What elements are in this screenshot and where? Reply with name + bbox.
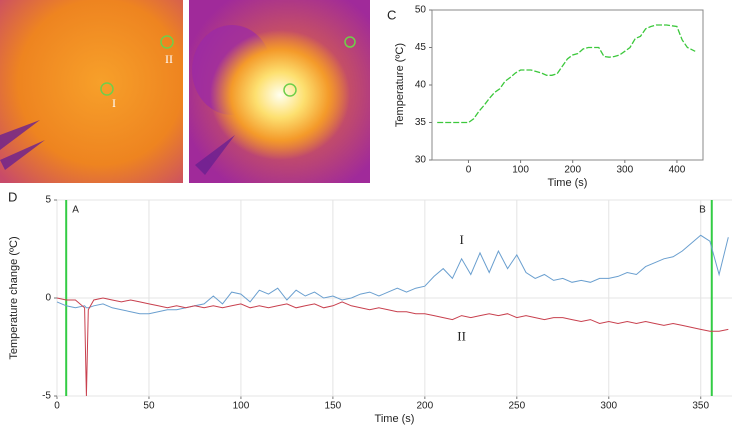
x-tick-label: 300	[600, 401, 617, 412]
thermal-image-1: I II	[0, 0, 183, 183]
y-tick-label: 45	[415, 42, 427, 53]
x-tick-label: 200	[564, 165, 581, 176]
data-line	[437, 24, 696, 124]
series-label: II	[457, 329, 466, 344]
x-tick-label: 0	[54, 401, 60, 412]
x-tick-label: 50	[143, 401, 155, 412]
plot-frame	[431, 9, 704, 161]
series-label: I	[459, 232, 463, 247]
point-label: II	[165, 52, 173, 66]
x-tick-label: 100	[233, 401, 250, 412]
x-tick-label: 100	[512, 165, 529, 176]
panel-label: C	[387, 7, 396, 22]
data-line	[56, 234, 729, 315]
y-tick-label: 50	[415, 5, 427, 16]
x-tick-label: 250	[508, 401, 525, 412]
data-line	[56, 297, 729, 397]
y-axis-label: Temperature (ºC)	[394, 43, 406, 127]
x-tick-label: 200	[417, 401, 434, 412]
y-tick-label: 30	[415, 155, 427, 166]
x-axis-label: Time (s)	[548, 177, 588, 189]
y-tick-label: 40	[415, 80, 427, 91]
y-tick-label: 5	[45, 195, 51, 206]
event-label: A	[72, 205, 79, 216]
x-axis-label: Time (s)	[375, 413, 415, 425]
thermal-image-2	[189, 0, 370, 183]
x-tick-label: 300	[616, 165, 633, 176]
x-tick-label: 400	[669, 165, 686, 176]
y-tick-label: 0	[45, 293, 51, 304]
event-label: B	[699, 205, 706, 216]
y-tick-label: -5	[42, 391, 51, 402]
x-tick-label: 350	[692, 401, 709, 412]
y-axis-label: Temperature change (ºC)	[8, 236, 20, 359]
y-tick-label: 35	[415, 117, 427, 128]
x-tick-label: 0	[466, 165, 472, 176]
x-tick-label: 150	[325, 401, 342, 412]
panel-label: D	[8, 189, 17, 204]
point-label: I	[112, 96, 116, 110]
